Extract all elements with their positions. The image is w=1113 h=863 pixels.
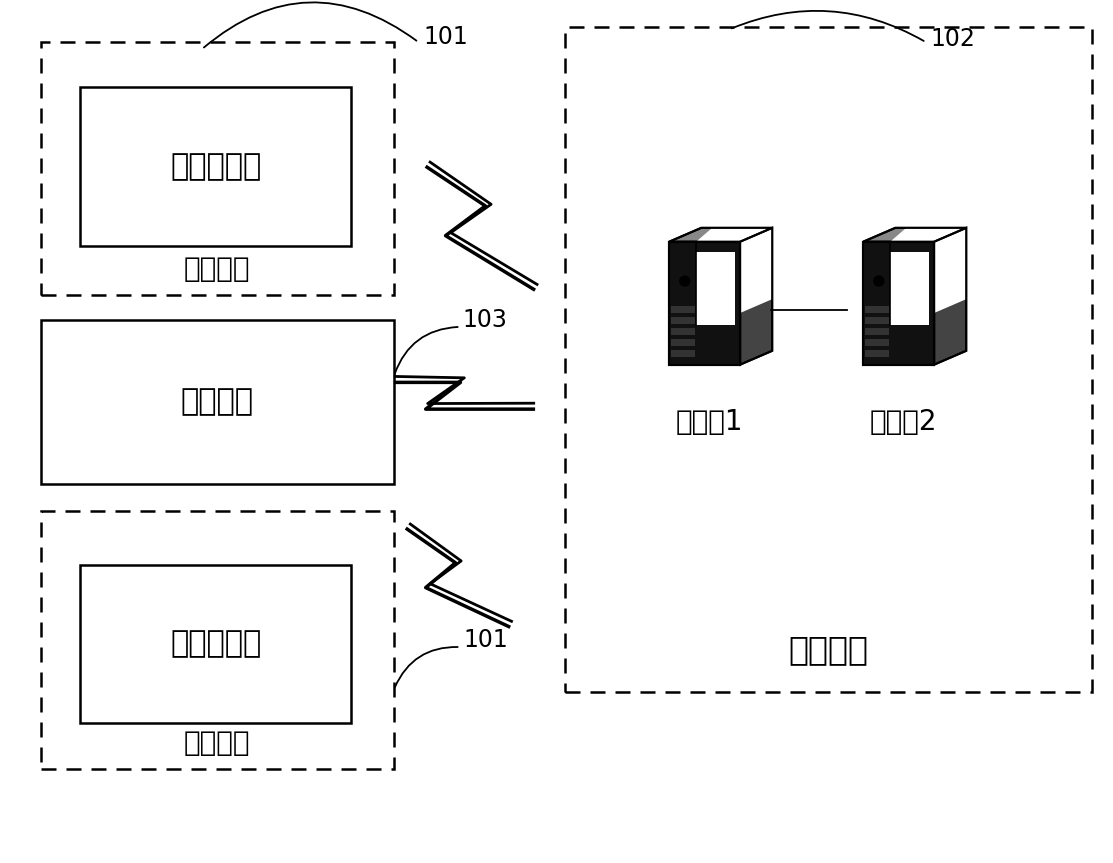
Text: 103: 103 bbox=[463, 308, 508, 332]
Bar bbox=[80, 87, 351, 246]
Bar bbox=[669, 242, 740, 365]
Bar bbox=[671, 317, 696, 324]
Text: 服务器1: 服务器1 bbox=[676, 408, 743, 436]
Bar bbox=[865, 306, 889, 313]
Polygon shape bbox=[890, 228, 966, 242]
Bar bbox=[865, 339, 889, 346]
Bar bbox=[669, 242, 740, 365]
Polygon shape bbox=[669, 228, 772, 242]
Polygon shape bbox=[740, 228, 772, 365]
Bar bbox=[864, 242, 934, 365]
Bar bbox=[671, 350, 696, 357]
Text: 第一区域: 第一区域 bbox=[184, 255, 250, 283]
Bar bbox=[40, 42, 394, 295]
Text: 服务器2: 服务器2 bbox=[869, 408, 937, 436]
Polygon shape bbox=[864, 228, 966, 242]
Bar bbox=[671, 328, 696, 335]
Polygon shape bbox=[934, 228, 966, 313]
Text: 101: 101 bbox=[463, 628, 508, 652]
Text: 101: 101 bbox=[423, 25, 467, 49]
Bar bbox=[40, 511, 394, 769]
Text: 细菌传感器: 细菌传感器 bbox=[170, 152, 262, 180]
Bar bbox=[864, 242, 934, 365]
Bar bbox=[565, 28, 1092, 691]
Bar bbox=[671, 306, 696, 313]
Bar bbox=[40, 320, 394, 483]
Polygon shape bbox=[696, 228, 772, 242]
Bar bbox=[696, 251, 736, 325]
Text: 消毒设备: 消毒设备 bbox=[180, 387, 254, 416]
Circle shape bbox=[874, 276, 884, 286]
Circle shape bbox=[680, 276, 690, 286]
Polygon shape bbox=[934, 228, 966, 365]
Bar bbox=[865, 317, 889, 324]
Bar bbox=[890, 251, 929, 325]
Text: 102: 102 bbox=[930, 28, 975, 52]
Text: 控制平台: 控制平台 bbox=[789, 633, 868, 666]
Text: 第二区域: 第二区域 bbox=[184, 729, 250, 757]
Polygon shape bbox=[740, 228, 772, 313]
Bar bbox=[865, 350, 889, 357]
Text: 细菌传感器: 细菌传感器 bbox=[170, 630, 262, 658]
Bar bbox=[671, 339, 696, 346]
Bar bbox=[80, 564, 351, 723]
Bar bbox=[865, 328, 889, 335]
